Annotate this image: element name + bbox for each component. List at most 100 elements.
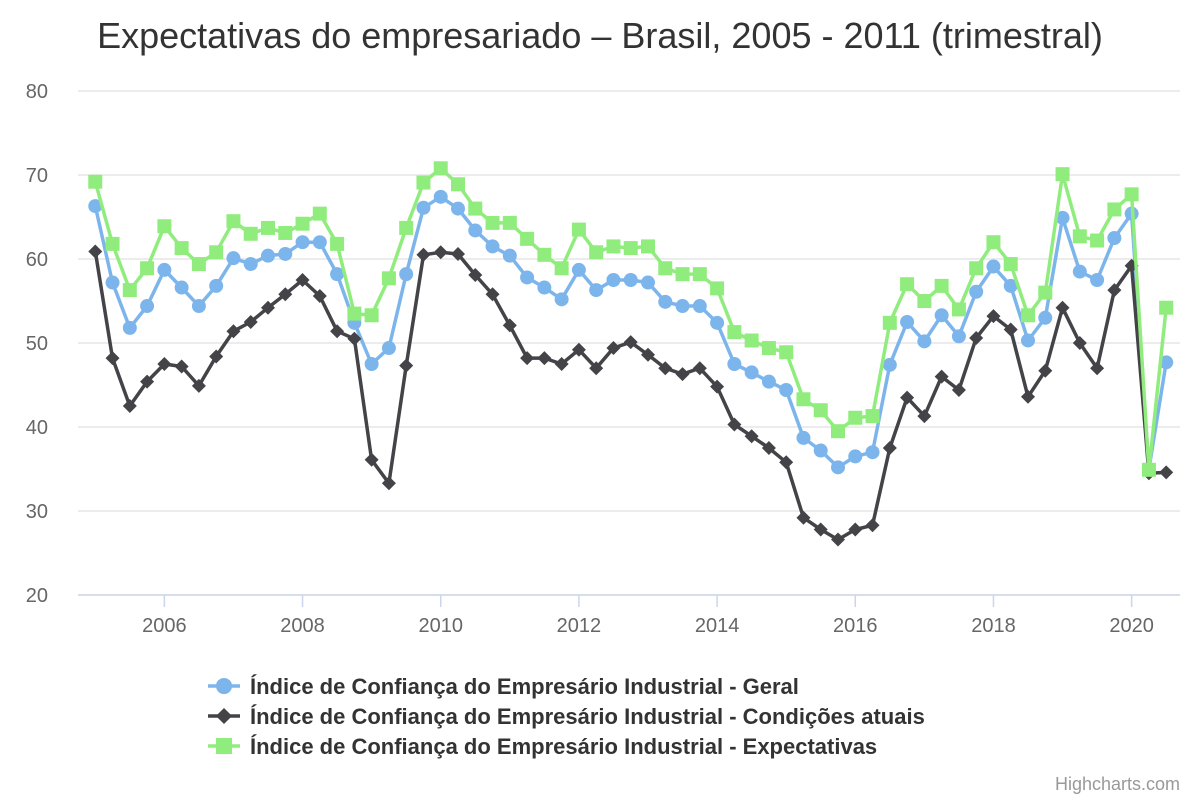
data-point-square[interactable]	[537, 247, 552, 262]
data-point-square[interactable]	[744, 333, 759, 348]
data-point-circle[interactable]	[1003, 278, 1018, 293]
data-point-circle[interactable]	[122, 320, 137, 335]
data-point-square[interactable]	[796, 392, 811, 407]
data-point-circle[interactable]	[934, 308, 949, 323]
data-point-circle[interactable]	[1055, 210, 1070, 225]
data-point-circle[interactable]	[692, 299, 707, 314]
data-point-square[interactable]	[261, 220, 275, 235]
data-point-diamond[interactable]	[520, 351, 535, 366]
data-point-circle[interactable]	[537, 280, 552, 295]
data-point-square[interactable]	[215, 737, 233, 755]
data-point-diamond[interactable]	[641, 347, 655, 362]
data-point-square[interactable]	[1038, 285, 1053, 300]
data-point-circle[interactable]	[1090, 273, 1105, 287]
data-point-square[interactable]	[675, 267, 690, 282]
data-point-diamond[interactable]	[226, 324, 241, 339]
data-point-square[interactable]	[451, 177, 465, 192]
data-point-square[interactable]	[330, 236, 345, 251]
data-point-circle[interactable]	[589, 283, 604, 298]
data-point-circle[interactable]	[157, 262, 172, 277]
data-point-square[interactable]	[157, 219, 172, 234]
data-point-circle[interactable]	[710, 315, 725, 330]
data-point-diamond[interactable]	[865, 518, 880, 533]
data-point-diamond[interactable]	[1159, 465, 1174, 480]
data-point-circle[interactable]	[623, 273, 638, 287]
data-point-diamond[interactable]	[554, 357, 569, 371]
data-point-circle[interactable]	[951, 329, 966, 344]
data-point-diamond[interactable]	[934, 369, 949, 384]
data-point-diamond[interactable]	[1107, 283, 1122, 298]
data-point-square[interactable]	[399, 220, 414, 235]
data-point-square[interactable]	[364, 308, 379, 323]
data-point-diamond[interactable]	[381, 476, 396, 491]
data-point-circle[interactable]	[727, 357, 742, 371]
data-point-square[interactable]	[554, 261, 569, 276]
data-point-circle[interactable]	[312, 235, 327, 250]
data-point-circle[interactable]	[191, 299, 206, 314]
data-point-square[interactable]	[1055, 167, 1070, 182]
data-point-diamond[interactable]	[917, 409, 932, 424]
data-point-diamond[interactable]	[675, 367, 690, 382]
data-point-circle[interactable]	[779, 383, 794, 398]
data-point-diamond[interactable]	[813, 522, 828, 537]
data-point-diamond[interactable]	[364, 452, 379, 467]
data-point-diamond[interactable]	[969, 330, 984, 345]
data-point-diamond[interactable]	[1021, 389, 1035, 404]
data-point-diamond[interactable]	[882, 441, 897, 455]
data-point-circle[interactable]	[330, 267, 345, 282]
data-point-square[interactable]	[416, 175, 431, 190]
data-point-diamond[interactable]	[416, 247, 431, 262]
data-point-circle[interactable]	[1038, 310, 1053, 325]
data-point-diamond[interactable]	[692, 361, 707, 376]
data-point-circle[interactable]	[1159, 355, 1174, 370]
data-point-diamond[interactable]	[848, 522, 863, 537]
data-point-square[interactable]	[191, 257, 206, 272]
data-point-circle[interactable]	[831, 460, 845, 475]
data-point-square[interactable]	[882, 315, 897, 330]
data-point-diamond[interactable]	[537, 351, 552, 366]
data-point-square[interactable]	[278, 225, 293, 240]
data-point-diamond[interactable]	[1072, 336, 1087, 350]
data-point-square[interactable]	[1090, 233, 1105, 248]
data-point-circle[interactable]	[105, 275, 120, 290]
data-point-square[interactable]	[848, 410, 863, 425]
data-point-circle[interactable]	[381, 341, 396, 356]
data-point-diamond[interactable]	[261, 300, 275, 315]
data-point-diamond[interactable]	[710, 379, 725, 394]
data-point-circle[interactable]	[416, 200, 431, 215]
data-point-circle[interactable]	[451, 201, 465, 216]
data-point-square[interactable]	[381, 271, 396, 286]
data-point-diamond[interactable]	[831, 532, 845, 547]
data-point-diamond[interactable]	[209, 349, 224, 364]
data-point-diamond[interactable]	[243, 315, 258, 329]
data-point-diamond[interactable]	[951, 383, 966, 398]
data-point-circle[interactable]	[761, 374, 776, 389]
data-point-diamond[interactable]	[140, 374, 155, 389]
data-point-diamond[interactable]	[623, 335, 638, 350]
data-point-square[interactable]	[1021, 308, 1035, 323]
data-point-square[interactable]	[779, 345, 794, 360]
data-point-square[interactable]	[641, 239, 655, 254]
data-point-diamond[interactable]	[727, 417, 742, 432]
data-point-circle[interactable]	[969, 284, 984, 299]
legend-item-3[interactable]: Índice de Confiança do Empresário Indust…	[208, 734, 877, 759]
data-point-square[interactable]	[692, 267, 707, 282]
data-point-diamond[interactable]	[295, 273, 310, 287]
data-point-diamond[interactable]	[451, 246, 465, 261]
data-point-diamond[interactable]	[658, 361, 673, 376]
data-point-diamond[interactable]	[571, 342, 586, 357]
data-point-diamond[interactable]	[606, 341, 621, 356]
data-point-diamond[interactable]	[1055, 300, 1070, 315]
data-point-square[interactable]	[589, 245, 604, 260]
data-point-circle[interactable]	[209, 278, 224, 293]
data-point-square[interactable]	[347, 306, 362, 321]
data-point-diamond[interactable]	[744, 429, 759, 444]
data-point-circle[interactable]	[226, 251, 241, 266]
data-point-square[interactable]	[485, 215, 500, 230]
data-point-diamond[interactable]	[900, 390, 915, 405]
data-point-square[interactable]	[1141, 462, 1156, 477]
data-point-diamond[interactable]	[779, 455, 794, 470]
data-point-diamond[interactable]	[986, 309, 1001, 324]
data-point-circle[interactable]	[140, 299, 155, 314]
data-point-diamond[interactable]	[215, 707, 233, 725]
